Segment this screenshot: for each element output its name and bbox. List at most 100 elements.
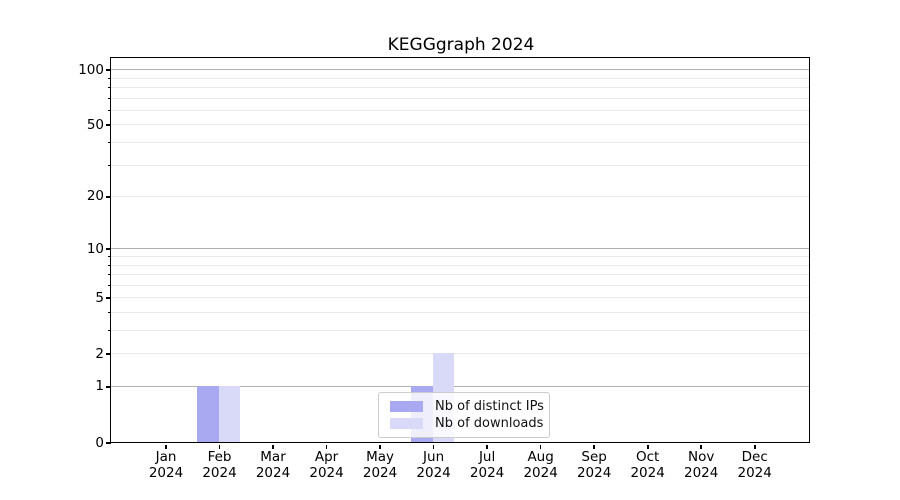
x-tick-label: Jan 2024 <box>126 449 206 481</box>
y-tick <box>105 69 111 71</box>
x-tick-label: Jun 2024 <box>394 449 474 481</box>
y-tick-label: 1 <box>95 378 104 395</box>
x-tick-month: Mar <box>260 449 286 465</box>
major-gridline <box>111 69 810 71</box>
legend-swatch-distinct-ips <box>390 401 423 412</box>
x-tick <box>486 444 488 450</box>
x-tick-month: May <box>366 449 395 465</box>
minor-gridline <box>111 97 810 99</box>
y-minor-tick <box>107 256 111 258</box>
x-tick-label: Apr 2024 <box>287 449 367 481</box>
minor-gridline <box>111 87 810 89</box>
x-tick-month: Oct <box>635 449 660 465</box>
x-tick <box>700 444 703 450</box>
x-tick-year: 2024 <box>255 464 291 481</box>
x-tick-year: 2024 <box>416 464 451 481</box>
y-tick <box>105 386 111 388</box>
major-gridline <box>111 248 810 250</box>
x-tick-year: 2024 <box>362 464 398 481</box>
x-tick-month: Nov <box>687 449 715 465</box>
x-tick <box>753 444 756 450</box>
x-tick-month: Aug <box>527 449 554 465</box>
minor-gridline <box>111 274 810 276</box>
y-tick-label: 10 <box>86 240 104 257</box>
x-tick-month: Jun <box>423 449 445 465</box>
x-tick-year: 2024 <box>148 464 184 481</box>
minor-gridline <box>111 77 810 79</box>
y-tick-label: 100 <box>78 61 104 78</box>
y-minor-tick <box>107 264 111 266</box>
y-minor-tick <box>107 330 111 332</box>
y-tick <box>105 442 111 444</box>
legend-label-downloads: Nb of downloads <box>435 416 544 431</box>
x-tick-month: Jul <box>478 449 496 465</box>
x-tick-year: 2024 <box>683 464 719 481</box>
x-tick-year: 2024 <box>309 464 344 481</box>
x-tick-year: 2024 <box>737 464 772 481</box>
y-tick-label: 50 <box>86 116 104 133</box>
x-tick-month: Apr <box>314 449 339 465</box>
x-tick <box>218 444 221 450</box>
x-tick-label: Sep 2024 <box>554 449 634 481</box>
minor-gridline <box>111 264 810 266</box>
x-tick-label: Feb 2024 <box>180 449 260 481</box>
x-tick-label: Oct 2024 <box>608 449 688 481</box>
bar-distinct-ips <box>197 386 219 443</box>
x-tick-year: 2024 <box>576 464 612 481</box>
minor-gridline <box>111 196 810 198</box>
y-tick <box>105 248 111 251</box>
minor-gridline <box>111 109 810 111</box>
legend-entry-distinct-ips: Nb of distinct IPs <box>390 399 544 414</box>
legend: Nb of distinct IPs Nb of downloads <box>378 392 550 438</box>
y-minor-tick <box>107 164 111 166</box>
x-tick <box>272 444 274 450</box>
x-tick-label: Nov 2024 <box>661 449 741 481</box>
minor-gridline <box>111 284 810 286</box>
x-tick <box>539 444 542 450</box>
x-tick <box>325 444 328 450</box>
y-tick <box>105 353 111 356</box>
major-gridline <box>111 386 810 388</box>
x-tick-year: 2024 <box>523 464 558 481</box>
y-minor-tick <box>107 87 111 89</box>
x-tick-year: 2024 <box>202 464 237 481</box>
x-tick-label: May 2024 <box>340 449 420 481</box>
y-minor-tick <box>107 77 111 79</box>
x-tick-month: Sep <box>581 449 607 465</box>
y-tick-label: 5 <box>95 289 104 306</box>
x-tick <box>165 444 167 450</box>
x-tick <box>593 444 595 450</box>
y-minor-tick <box>107 97 111 99</box>
legend-label-distinct-ips: Nb of distinct IPs <box>435 399 544 414</box>
bar-downloads <box>218 386 241 443</box>
y-tick <box>105 124 111 127</box>
y-minor-tick <box>107 274 111 276</box>
minor-gridline <box>111 124 810 126</box>
x-tick-month: Jan <box>155 449 177 465</box>
y-tick-label: 2 <box>95 345 104 362</box>
x-tick-label: Mar 2024 <box>233 449 313 481</box>
x-tick <box>646 444 649 450</box>
x-tick-month: Dec <box>741 449 768 465</box>
minor-gridline <box>111 353 810 355</box>
plot-area <box>110 57 811 444</box>
minor-gridline <box>111 256 810 258</box>
minor-gridline <box>111 142 810 144</box>
minor-gridline <box>111 297 810 299</box>
minor-gridline <box>111 330 810 332</box>
y-minor-tick <box>107 110 111 112</box>
x-tick <box>379 444 381 450</box>
y-minor-tick <box>107 142 111 144</box>
y-tick-label: 0 <box>95 434 104 451</box>
x-tick <box>432 444 435 450</box>
x-tick-label: Jul 2024 <box>447 449 527 481</box>
minor-gridline <box>111 312 810 314</box>
minor-gridline <box>111 164 810 166</box>
y-tick <box>105 196 111 198</box>
y-tick-label: 20 <box>86 188 104 205</box>
x-tick-year: 2024 <box>630 464 665 481</box>
x-tick-year: 2024 <box>469 464 505 481</box>
y-minor-tick <box>107 312 111 314</box>
legend-entry-downloads: Nb of downloads <box>390 416 543 431</box>
